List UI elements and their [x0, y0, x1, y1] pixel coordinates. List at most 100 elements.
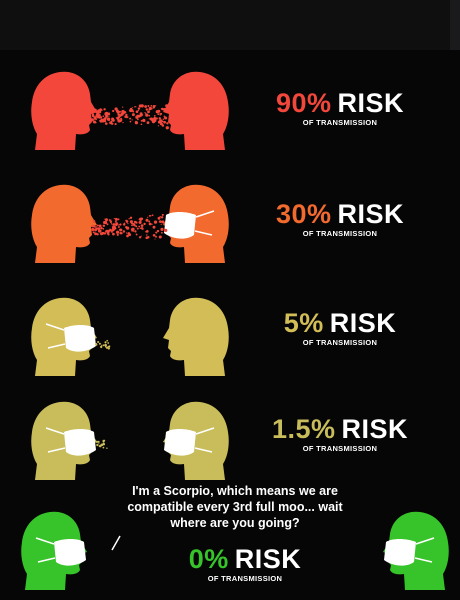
droplet-icon — [101, 344, 103, 346]
droplet-icon — [97, 229, 102, 233]
droplet-icon — [111, 230, 113, 233]
droplet-icon — [138, 221, 142, 224]
droplet-icon — [151, 214, 154, 217]
droplet-icon — [148, 106, 152, 111]
droplet-icon — [127, 223, 129, 225]
droplet-icon — [151, 108, 153, 110]
droplet-icon — [133, 220, 137, 224]
droplet-icon — [153, 220, 158, 224]
risk-subtitle: OF TRANSMISSION — [302, 229, 378, 238]
droplet-icon — [131, 227, 135, 231]
droplet-icon — [142, 118, 145, 121]
droplet-icon — [110, 223, 113, 225]
droplet-icon — [145, 236, 149, 240]
risk-row-30: 30% RISK OF TRANSMISSION — [0, 165, 460, 265]
speech-tick-icon — [111, 535, 121, 551]
droplet-icon — [117, 226, 120, 228]
droplet-icon — [152, 233, 156, 237]
droplet-icon — [137, 118, 139, 121]
droplet-icon — [135, 106, 137, 108]
droplet-icon — [151, 119, 156, 124]
droplet-icon — [158, 220, 162, 223]
droplet-icon — [129, 108, 133, 113]
droplet-icon — [160, 227, 164, 232]
droplet-icon — [99, 445, 102, 448]
droplet-icon — [125, 116, 128, 119]
droplet-icon — [131, 107, 133, 109]
droplet-icon — [103, 120, 107, 123]
droplet-icon — [93, 121, 95, 123]
droplet-icon — [106, 117, 111, 121]
risk-word: RISK — [337, 199, 405, 229]
droplet-icon — [134, 230, 137, 233]
droplet-icon — [112, 226, 116, 230]
droplet-icon — [135, 233, 138, 236]
left-head-icon — [21, 511, 87, 590]
droplet-icon — [106, 231, 110, 235]
droplet-icon — [152, 225, 156, 229]
droplet-icon — [115, 117, 117, 119]
droplet-icon — [130, 228, 133, 230]
droplet-icon — [115, 109, 119, 113]
droplet-icon — [117, 218, 120, 221]
droplet-icon — [131, 113, 135, 117]
droplet-icon — [94, 229, 97, 232]
droplet-icon — [166, 122, 169, 125]
droplet-icon — [105, 346, 109, 349]
droplet-icon — [92, 224, 94, 227]
right-head-icon — [163, 401, 229, 480]
droplet-icon — [102, 224, 106, 227]
droplet-icon — [139, 217, 143, 221]
droplet-icon — [121, 110, 124, 113]
left-mask-icon — [45, 427, 96, 456]
droplet-icon — [148, 222, 152, 226]
droplet-icon — [137, 107, 141, 110]
droplet-icon — [149, 118, 152, 120]
droplet-icon — [161, 213, 164, 216]
droplet-icon — [126, 234, 129, 238]
risk-subtitle: OF TRANSMISSION — [207, 574, 283, 583]
droplet-icon — [95, 110, 99, 114]
droplet-icon — [161, 107, 164, 111]
droplet-icon — [102, 344, 105, 347]
droplet-icon — [145, 218, 149, 222]
droplet-icon — [140, 123, 143, 126]
risk-row-1-5: 1.5% RISK OF TRANSMISSION — [0, 382, 460, 482]
droplet-icon — [94, 225, 96, 228]
droplet-icon — [92, 231, 95, 234]
droplet-icon — [126, 226, 128, 229]
droplet-icon — [96, 443, 99, 447]
right-mask-icon — [164, 210, 215, 239]
droplet-icon — [114, 220, 117, 223]
droplet-icon — [165, 126, 169, 130]
droplet-icon — [92, 219, 96, 223]
droplet-icon — [98, 442, 100, 444]
left-head-icon — [31, 297, 97, 376]
droplet-icon — [105, 114, 108, 117]
droplet-icon — [157, 125, 160, 127]
droplet-icon — [143, 222, 146, 226]
left-mask-icon — [45, 323, 96, 352]
droplet-icon — [161, 231, 163, 234]
droplet-icon — [148, 114, 151, 117]
droplet-icon — [120, 114, 123, 117]
droplet-icon — [91, 114, 95, 118]
droplet-icon — [140, 119, 143, 122]
risk-row-0: 0% RISK OF TRANSMISSION — [0, 492, 460, 592]
droplet-icon — [113, 217, 115, 220]
droplet-icon — [108, 115, 110, 117]
droplet-icon — [145, 112, 147, 115]
droplet-icon — [99, 116, 103, 119]
risk-label: 5% RISK OF TRANSMISSION — [245, 308, 435, 347]
droplet-icon — [126, 232, 128, 234]
risk-percent: 0% — [188, 544, 229, 574]
head-silhouettes-receiver-masked — [31, 184, 229, 263]
droplet-icon — [97, 341, 100, 343]
droplet-icon — [152, 105, 156, 108]
droplet-icon — [109, 229, 113, 232]
risk-subtitle: OF TRANSMISSION — [302, 118, 378, 127]
droplet-icon — [125, 113, 128, 117]
droplet-icon — [145, 113, 149, 117]
head-silhouettes-both-masked — [31, 401, 229, 480]
droplet-icon — [110, 219, 112, 221]
